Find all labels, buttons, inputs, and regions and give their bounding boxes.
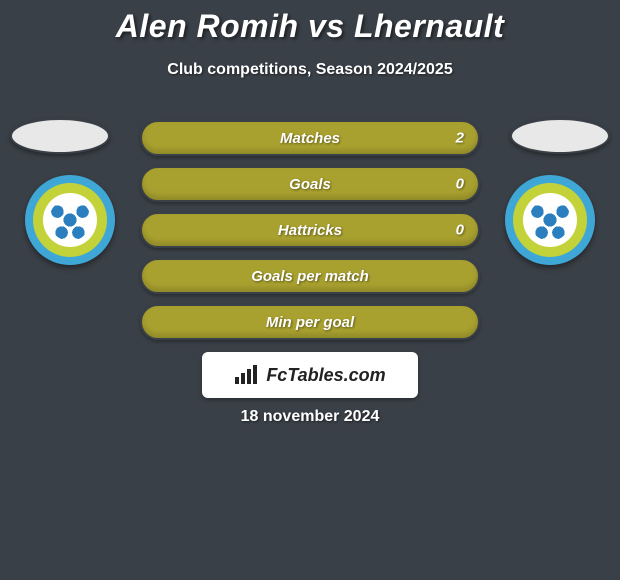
footer-date: 18 november 2024 <box>0 408 620 426</box>
avatar-silhouette <box>10 118 110 154</box>
comparison-bars: Matches 2 Goals 0 Hattricks 0 Goals per match M… <box>140 120 480 350</box>
stat-bar: Goals 0 <box>140 166 480 202</box>
stat-bar: Matches 2 <box>140 120 480 156</box>
soccer-ball-icon <box>43 193 97 247</box>
player-right-avatar <box>510 108 610 168</box>
stat-label: Min per goal <box>266 314 354 331</box>
branding-text: FcTables.com <box>266 365 385 386</box>
stat-label: Goals per match <box>251 268 369 285</box>
stat-value-right: 0 <box>456 176 464 193</box>
avatar-silhouette <box>510 118 610 154</box>
stat-label: Hattricks <box>278 222 342 239</box>
branding-box: FcTables.com <box>202 352 418 398</box>
comparison-title: Alen Romih vs Lhernault <box>0 0 620 45</box>
stat-value-right: 0 <box>456 222 464 239</box>
bar-chart-icon <box>234 365 260 385</box>
soccer-ball-icon <box>523 193 577 247</box>
comparison-subtitle: Club competitions, Season 2024/2025 <box>0 61 620 79</box>
club-logo-right <box>505 175 595 265</box>
stat-label: Matches <box>280 130 340 147</box>
stat-label: Goals <box>289 176 331 193</box>
stat-bar: Min per goal <box>140 304 480 340</box>
stat-bar: Goals per match <box>140 258 480 294</box>
player-left-avatar <box>10 108 110 168</box>
stat-value-right: 2 <box>456 130 464 147</box>
club-logo-left <box>25 175 115 265</box>
stat-bar: Hattricks 0 <box>140 212 480 248</box>
